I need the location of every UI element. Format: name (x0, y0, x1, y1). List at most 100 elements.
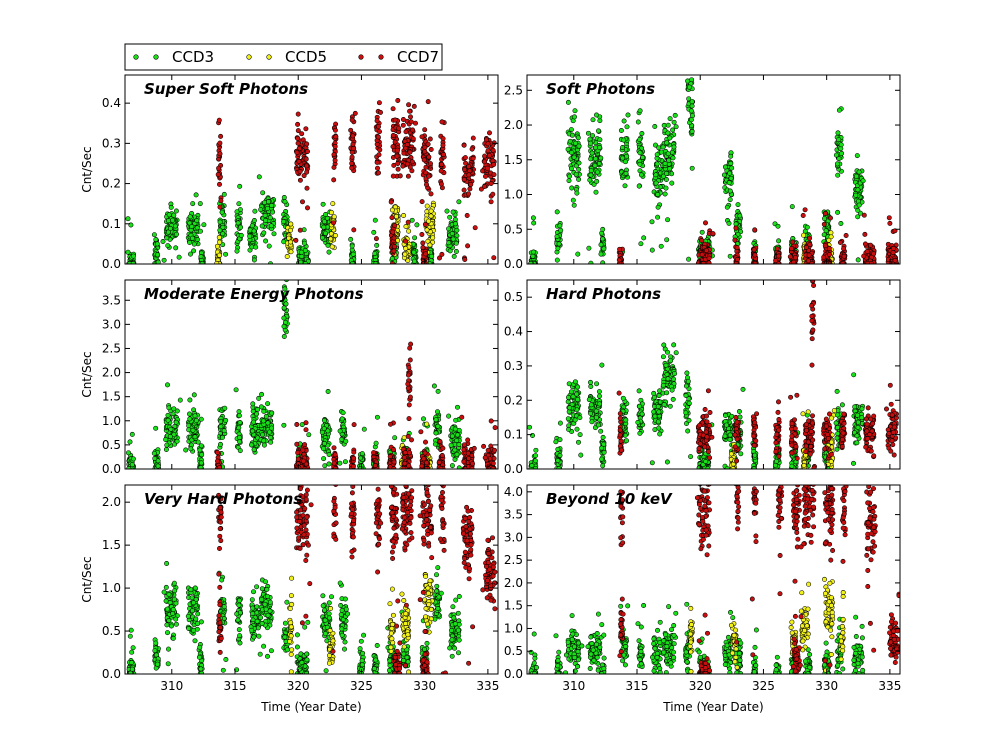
data-point-ccd3 (374, 242, 380, 248)
data-point-ccd3 (689, 165, 695, 171)
data-point-ccd3 (789, 204, 795, 210)
data-point-ccd3 (221, 428, 227, 434)
panel-3: 0.00.10.20.30.40.5 Hard Photons (504, 279, 901, 476)
data-point-ccd7 (302, 442, 308, 448)
data-point-ccd7 (406, 102, 412, 108)
data-point-ccd7 (482, 153, 488, 159)
data-point-ccd7 (296, 158, 302, 164)
data-point-ccd7 (418, 429, 424, 435)
data-point-ccd3 (649, 247, 655, 253)
data-point-ccd3 (165, 417, 171, 423)
data-point-ccd3 (729, 165, 735, 171)
data-point-ccd7 (411, 103, 417, 109)
data-point-ccd3 (860, 178, 866, 184)
data-point-ccd7 (481, 443, 487, 449)
data-point-ccd7 (305, 205, 310, 211)
data-point-ccd7 (331, 152, 337, 158)
data-point-ccd3 (450, 209, 456, 215)
data-point-ccd3 (190, 201, 196, 207)
data-point-ccd7 (407, 164, 413, 170)
data-point-ccd3 (724, 204, 730, 210)
data-point-ccd3 (586, 397, 592, 403)
data-point-ccd3 (321, 224, 327, 230)
data-point-ccd7 (486, 153, 492, 159)
data-point-ccd3 (587, 177, 593, 183)
data-point-ccd3 (358, 455, 364, 461)
data-point-ccd3 (596, 128, 601, 134)
data-point-ccd7 (405, 381, 411, 387)
data-point-ccd3 (454, 227, 460, 233)
data-point-ccd3 (637, 108, 643, 114)
data-point-ccd3 (447, 248, 453, 254)
data-point-ccd3 (447, 214, 453, 220)
data-point-ccd3 (530, 433, 535, 438)
data-point-ccd3 (554, 234, 560, 239)
data-point-ccd3 (836, 107, 842, 113)
data-point-ccd7 (871, 251, 877, 257)
data-point-ccd3 (685, 378, 691, 384)
data-point-ccd3 (670, 396, 676, 402)
data-point-ccd3 (666, 157, 672, 163)
data-point-ccd3 (339, 416, 345, 422)
data-point-ccd3 (576, 439, 581, 445)
y-axis-label: Cnt/Sec (80, 146, 94, 192)
data-point-ccd3 (197, 447, 203, 453)
data-point-ccd3 (657, 388, 663, 394)
data-point-ccd7 (293, 237, 299, 243)
data-point-ccd3 (728, 175, 734, 181)
data-point-ccd3 (187, 411, 192, 417)
data-point-ccd3 (256, 395, 262, 401)
data-point-ccd7 (214, 450, 220, 455)
data-point-ccd7 (406, 402, 412, 408)
y-axis-label: Cnt/Sec (80, 351, 94, 397)
data-point-ccd3 (237, 420, 243, 425)
data-point-ccd3 (326, 452, 332, 457)
data-point-ccd7 (215, 172, 221, 177)
data-point-ccd5 (288, 221, 294, 227)
y-tick-label: 2.0 (102, 366, 121, 380)
y-tick-label: 0.5 (504, 222, 523, 236)
data-point-ccd3 (689, 129, 695, 134)
data-point-ccd7 (406, 365, 412, 371)
data-point-ccd3 (667, 166, 673, 172)
data-point-ccd3 (126, 450, 131, 456)
data-point-ccd3 (655, 404, 661, 409)
data-point-ccd3 (129, 431, 135, 437)
data-point-ccd3 (664, 390, 670, 396)
y-tick-label: 0.4 (102, 96, 121, 110)
data-point-ccd3 (258, 404, 264, 410)
data-point-ccd7 (351, 146, 357, 151)
data-point-ccd7 (752, 252, 758, 258)
data-point-ccd7 (438, 181, 444, 187)
data-point-ccd3 (452, 426, 458, 432)
data-point-ccd7 (371, 450, 377, 456)
data-point-ccd3 (555, 245, 561, 251)
data-point-ccd3 (299, 422, 305, 428)
data-point-ccd3 (566, 409, 572, 415)
data-point-ccd3 (281, 219, 287, 225)
data-point-ccd7 (841, 253, 847, 259)
data-point-ccd5 (393, 213, 399, 219)
data-point-ccd3 (191, 248, 197, 254)
data-point-ccd7 (376, 100, 382, 106)
data-point-ccd7 (424, 182, 429, 188)
data-point-ccd3 (635, 419, 641, 425)
data-point-ccd3 (432, 441, 438, 447)
data-point-ccd3 (673, 350, 679, 356)
data-point-ccd3 (348, 236, 354, 242)
data-point-ccd3 (557, 452, 563, 458)
data-point-ccd7 (376, 170, 381, 176)
data-point-ccd3 (435, 423, 441, 429)
data-point-ccd3 (685, 428, 691, 434)
data-point-ccd3 (593, 156, 599, 162)
data-point-ccd3 (658, 149, 664, 155)
data-point-ccd3 (838, 142, 844, 148)
data-point-ccd3 (621, 118, 627, 124)
data-point-ccd3 (220, 434, 225, 440)
data-point-ccd7 (861, 253, 867, 259)
data-point-ccd3 (599, 456, 605, 462)
data-point-ccd3 (685, 78, 691, 84)
data-point-ccd3 (597, 393, 602, 399)
data-point-ccd3 (620, 395, 626, 401)
data-point-ccd3 (664, 237, 670, 243)
